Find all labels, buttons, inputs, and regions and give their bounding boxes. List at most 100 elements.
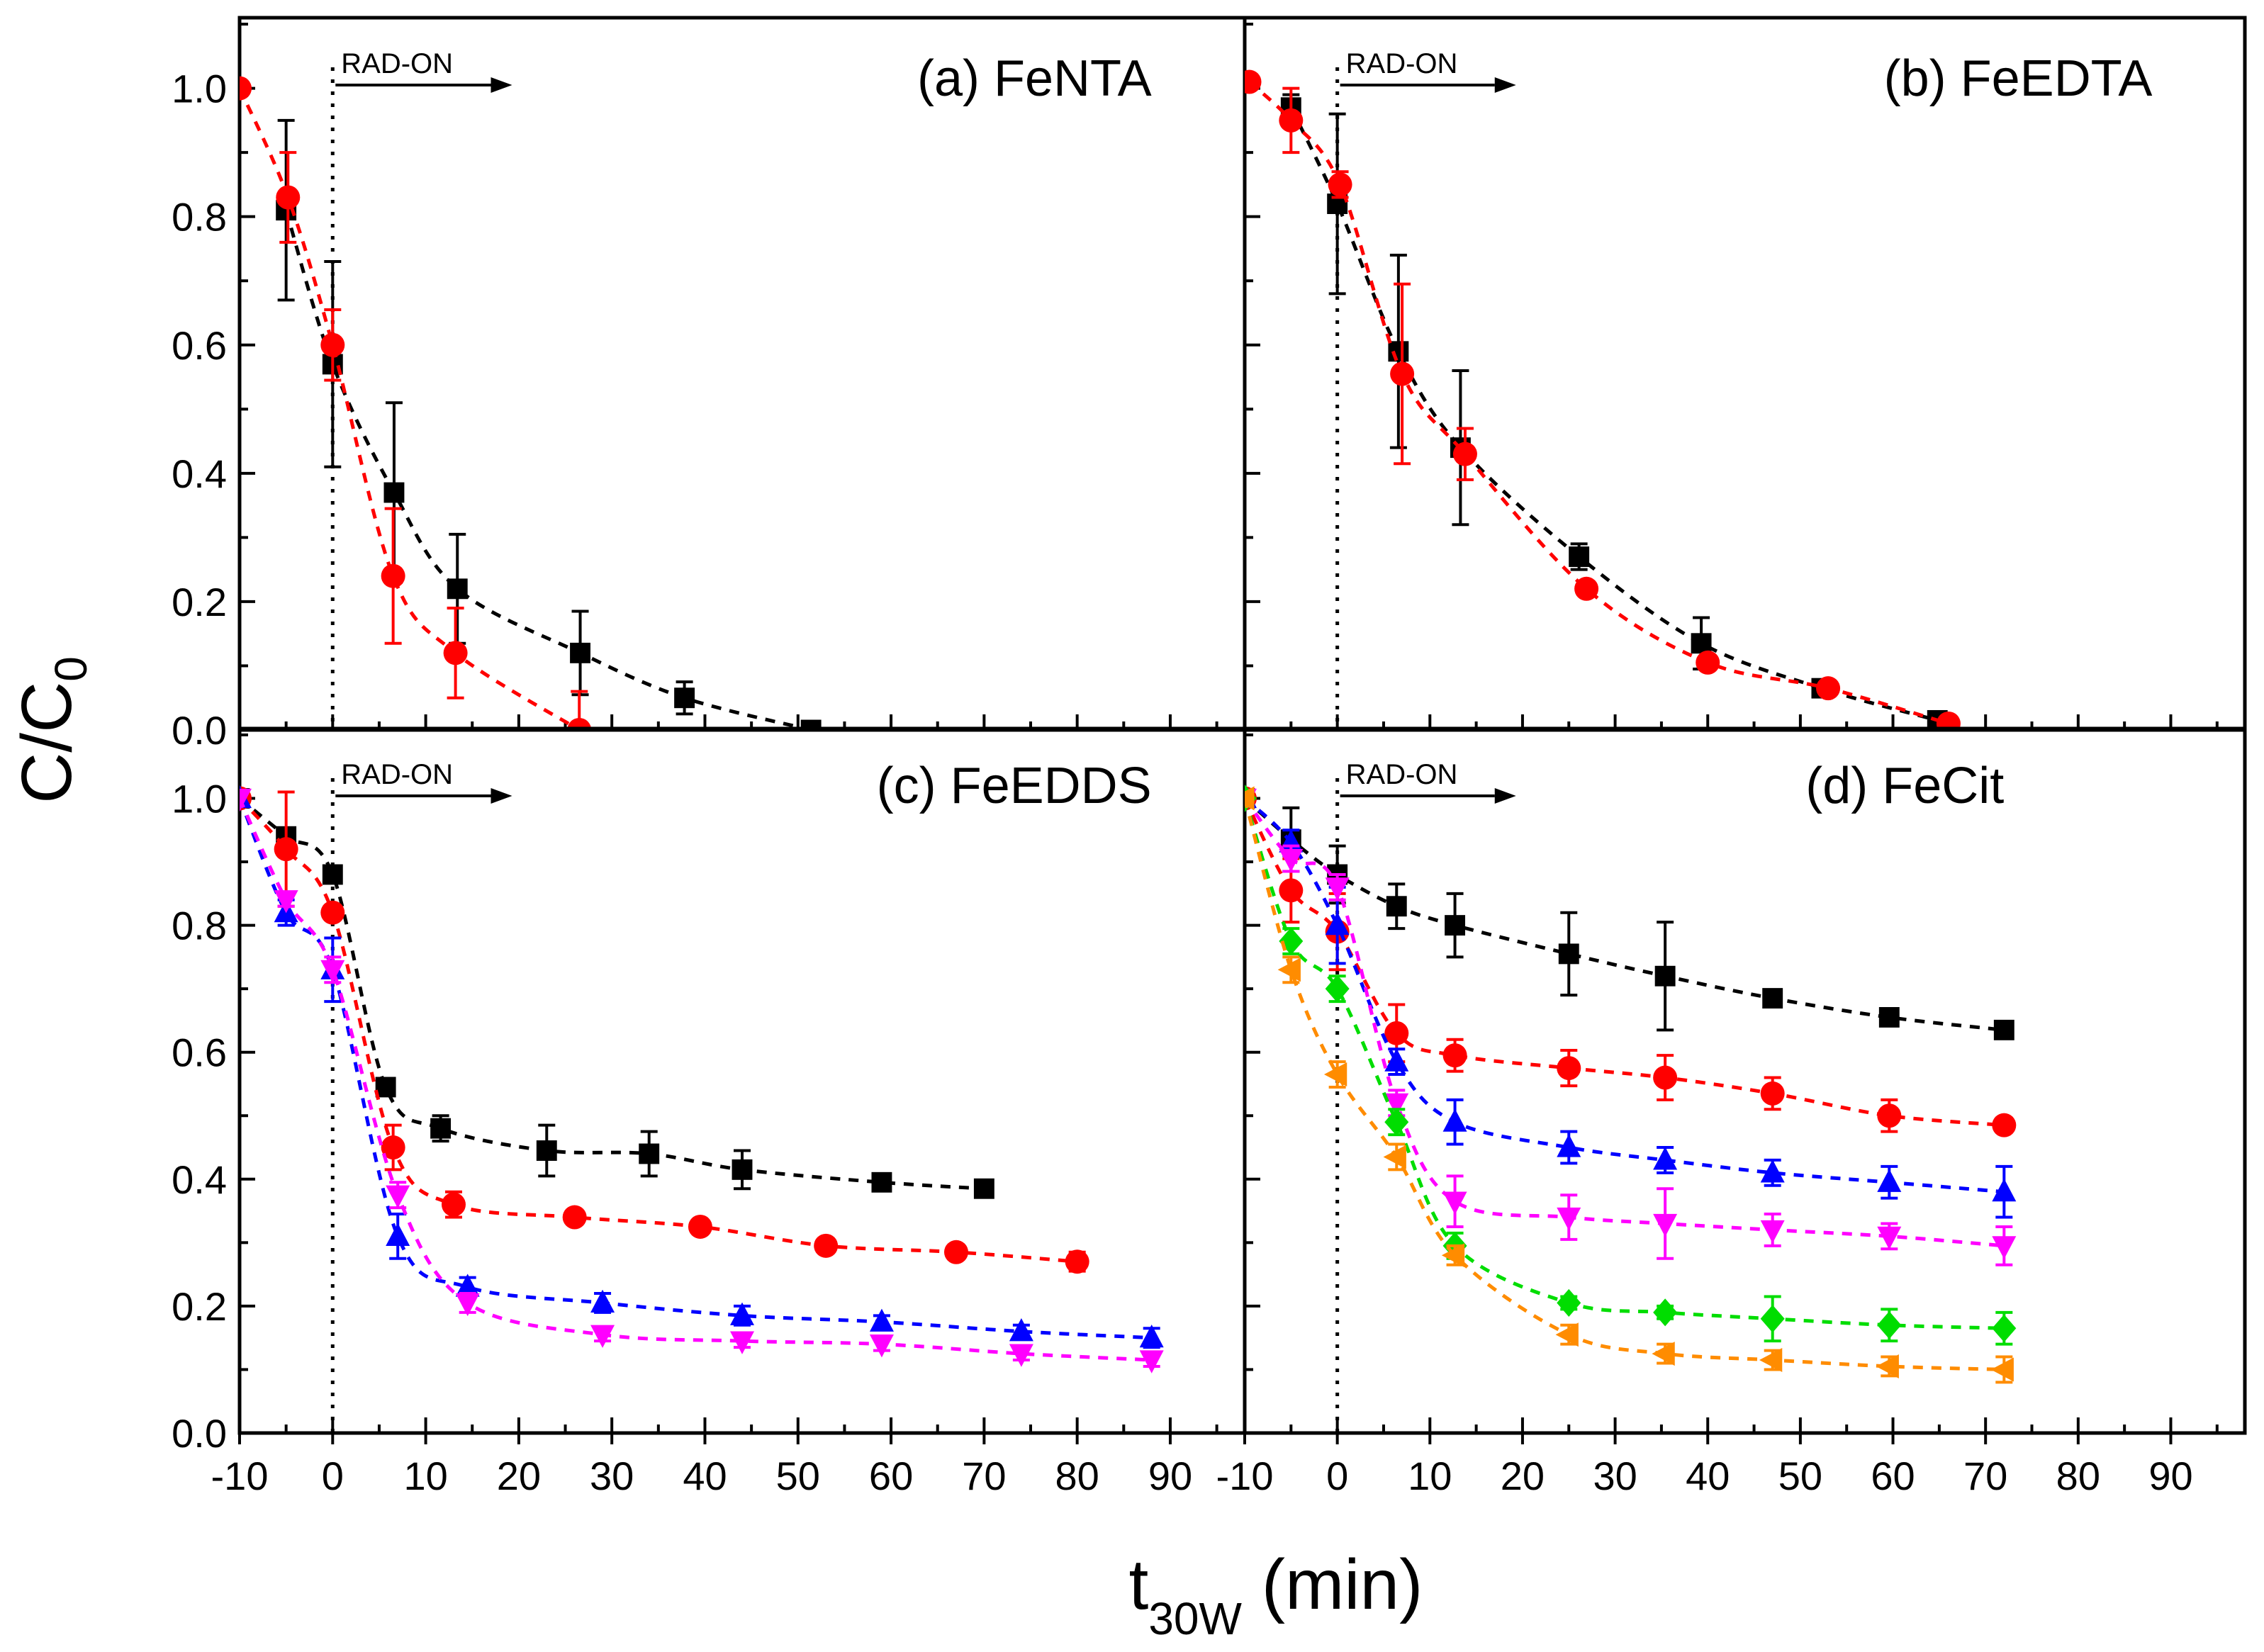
marker-triangle-down bbox=[1279, 848, 1304, 872]
marker-square bbox=[570, 642, 590, 663]
marker-diamond bbox=[1760, 1305, 1785, 1333]
marker-circle bbox=[688, 1214, 712, 1239]
x-tick-label: 40 bbox=[683, 1454, 727, 1498]
marker-triangle-down bbox=[869, 1334, 894, 1358]
rad-on-label: RAD-ON bbox=[341, 759, 453, 790]
marker-triangle-left bbox=[1277, 957, 1301, 982]
x-tick-label: 60 bbox=[869, 1454, 913, 1498]
series-fit-line bbox=[1245, 797, 2005, 1330]
panel-frame bbox=[1243, 726, 2247, 1435]
marker-circle bbox=[381, 563, 405, 588]
marker-triangle-down bbox=[1992, 1236, 2017, 1259]
marker-triangle-down bbox=[1325, 877, 1350, 901]
rad-on-arrowhead bbox=[491, 77, 512, 93]
marker-triangle-left bbox=[1555, 1322, 1579, 1347]
marker-triangle-down bbox=[1760, 1220, 1785, 1244]
series-group bbox=[1245, 784, 2017, 1384]
marker-circle bbox=[320, 900, 345, 925]
marker-circle bbox=[1452, 442, 1477, 466]
marker-triangle-up bbox=[590, 1289, 615, 1313]
series-1 bbox=[240, 788, 994, 1199]
marker-triangle-left bbox=[1383, 1145, 1406, 1169]
marker-triangle-down bbox=[1009, 1344, 1033, 1367]
marker-square bbox=[1569, 546, 1590, 567]
x-tick-label: 70 bbox=[962, 1454, 1006, 1498]
marker-circle bbox=[1390, 361, 1415, 386]
x-axis-title-unit: (min) bbox=[1242, 1545, 1423, 1624]
x-tick-label: 40 bbox=[1686, 1454, 1730, 1498]
marker-triangle-left bbox=[1990, 1357, 2014, 1382]
marker-diamond bbox=[1384, 1108, 1409, 1136]
marker-square bbox=[871, 1171, 892, 1193]
marker-triangle-left bbox=[1876, 1354, 1899, 1378]
marker-circle bbox=[381, 1135, 405, 1160]
marker-triangle-up bbox=[1139, 1324, 1164, 1348]
marker-circle bbox=[1279, 108, 1304, 133]
series-4 bbox=[1245, 788, 2017, 1266]
x-tick-label: 80 bbox=[1055, 1454, 1099, 1498]
marker-triangle-up bbox=[1009, 1318, 1033, 1342]
x-tick-label: 50 bbox=[1778, 1454, 1822, 1498]
panel-2: RAD-ON (b) FeEDTA bbox=[1243, 16, 2247, 732]
marker-circle bbox=[274, 837, 298, 862]
series-fit-line bbox=[1248, 80, 1949, 726]
marker-triangle-down bbox=[386, 1185, 410, 1208]
series-fit-line bbox=[1245, 797, 2005, 1032]
marker-square bbox=[383, 482, 405, 503]
series-fit-line bbox=[1245, 797, 2005, 1128]
marker-triangle-up bbox=[1760, 1159, 1785, 1183]
marker-square bbox=[1445, 915, 1466, 936]
marker-circle bbox=[320, 332, 345, 357]
marker-circle bbox=[1065, 1249, 1089, 1274]
marker-square bbox=[375, 1077, 396, 1098]
x-tick-label: 0 bbox=[1326, 1454, 1348, 1498]
y-tick-label: 0.6 bbox=[172, 323, 227, 368]
panel-frame bbox=[237, 16, 1247, 732]
marker-triangle-up bbox=[1384, 1048, 1409, 1072]
series-fit-line bbox=[240, 797, 1152, 1340]
series-group bbox=[240, 76, 822, 730]
y-tick-label: 1.0 bbox=[172, 777, 227, 821]
marker-circle bbox=[943, 1240, 968, 1264]
marker-triangle-down bbox=[455, 1293, 480, 1317]
x-tick-label: -10 bbox=[211, 1454, 269, 1498]
x-tick-label: 20 bbox=[1501, 1454, 1545, 1498]
series-1 bbox=[1245, 788, 2014, 1040]
marker-circle bbox=[1816, 676, 1841, 701]
marker-triangle-up bbox=[1557, 1134, 1581, 1157]
series-2 bbox=[1245, 69, 1961, 730]
series-3 bbox=[1245, 785, 2017, 1219]
series-4 bbox=[240, 788, 1164, 1373]
series-2 bbox=[240, 786, 1089, 1274]
marker-triangle-up bbox=[1325, 911, 1350, 935]
marker-triangle-down bbox=[1877, 1226, 1902, 1250]
marker-square bbox=[322, 864, 343, 885]
y-tick-label: 0.8 bbox=[172, 195, 227, 240]
marker-triangle-down bbox=[1384, 1093, 1409, 1117]
panel-title: (a) FeNTA bbox=[917, 50, 1152, 107]
series-fit-line bbox=[284, 209, 812, 730]
panel-4: -10 0 10 20 30 40 50 60 70 80 90 RAD-ON (d) FeCit bbox=[1216, 726, 2247, 1498]
marker-triangle-up bbox=[869, 1308, 894, 1332]
series-fit-line bbox=[240, 797, 985, 1191]
series-fit-line bbox=[1245, 797, 2005, 1194]
marker-circle bbox=[1328, 172, 1352, 197]
rad-on-arrowhead bbox=[491, 788, 512, 804]
series-fit-line bbox=[1245, 797, 2005, 1248]
marker-square bbox=[1388, 341, 1409, 362]
x-tick-label: -10 bbox=[1216, 1454, 1274, 1498]
series-fit-line bbox=[1289, 106, 1938, 722]
x-tick-label: 10 bbox=[403, 1454, 447, 1498]
y-tick-label: 1.0 bbox=[172, 67, 227, 111]
y-axis-title: C/C0 bbox=[7, 656, 96, 804]
marker-triangle-up bbox=[1877, 1169, 1902, 1192]
y-tick-label: 0.2 bbox=[172, 580, 227, 624]
x-tick-label: 60 bbox=[1871, 1454, 1915, 1498]
series-6 bbox=[1245, 786, 2014, 1384]
x-tick-label: 20 bbox=[497, 1454, 541, 1498]
marker-square bbox=[639, 1143, 660, 1164]
x-tick-label: 90 bbox=[2148, 1454, 2192, 1498]
y-tick-label: 0.4 bbox=[172, 1157, 227, 1202]
y-tick-label: 0.8 bbox=[172, 904, 227, 948]
marker-circle bbox=[562, 1205, 587, 1230]
